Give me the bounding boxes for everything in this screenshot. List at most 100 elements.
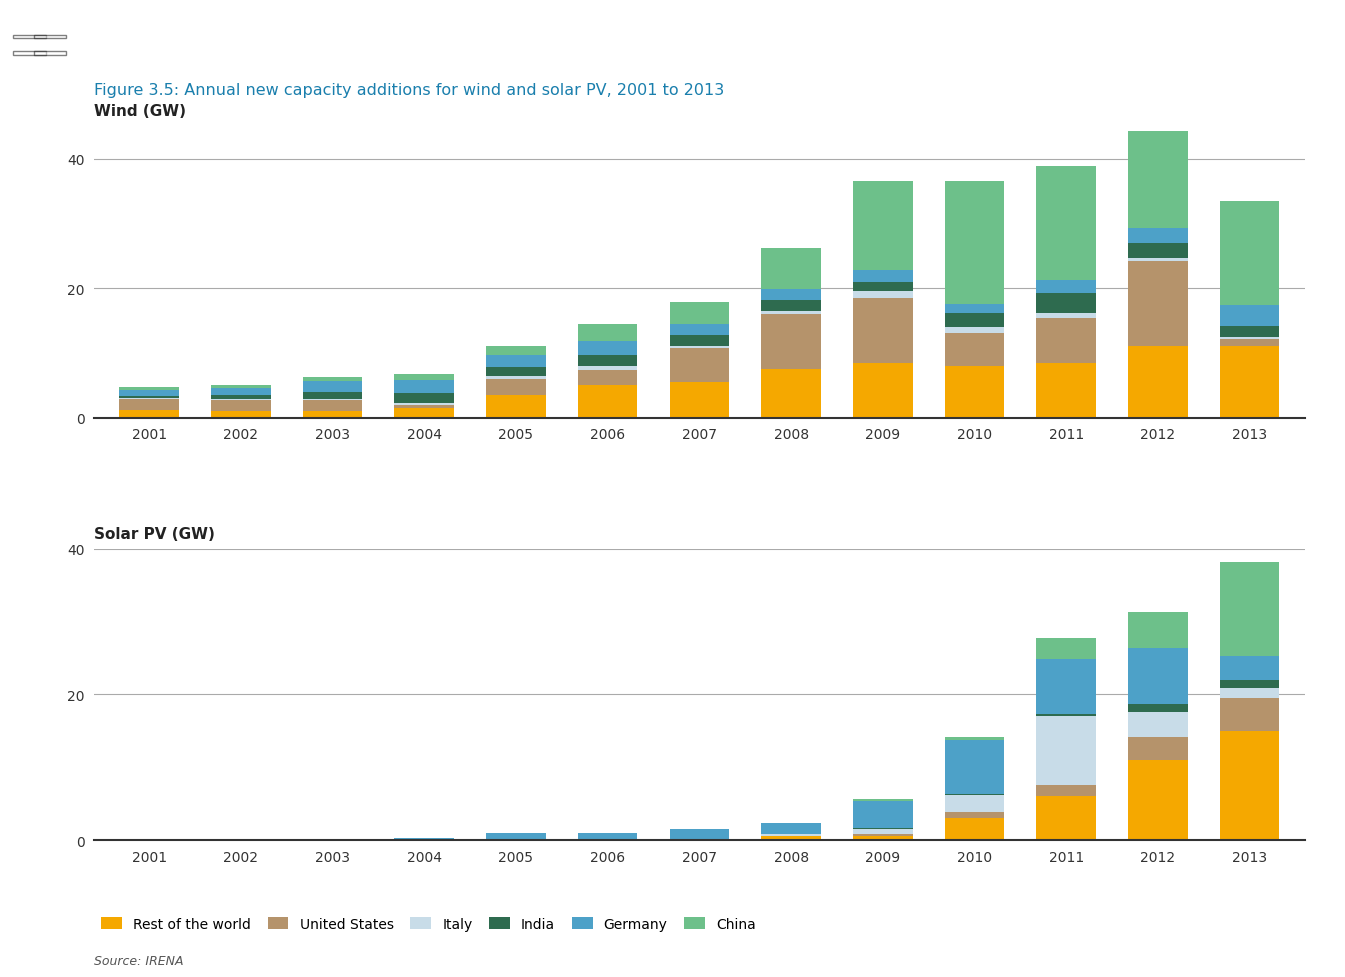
Bar [944,812,1005,819]
Bar [394,404,455,405]
FancyBboxPatch shape [34,36,66,39]
Bar [1037,363,1096,418]
Bar [303,378,362,382]
FancyBboxPatch shape [13,36,46,39]
Bar [944,304,1005,314]
Bar [486,367,546,377]
Bar [761,823,820,833]
Bar [394,394,455,404]
Bar [1220,337,1279,340]
Bar [1128,259,1188,262]
Bar [211,386,270,389]
Bar [1128,737,1188,760]
Bar [120,397,179,399]
Bar [1220,731,1279,840]
FancyBboxPatch shape [34,53,66,56]
Bar [670,383,729,418]
Bar [944,182,1005,304]
Bar [761,315,820,369]
Bar [394,405,455,408]
Bar [1037,716,1096,785]
Bar [211,396,270,400]
Bar [394,837,455,840]
Bar [303,411,362,418]
Bar [211,411,270,418]
Bar [578,342,638,356]
Bar [303,392,362,400]
Bar [670,829,729,839]
Bar [944,741,1005,794]
Text: Source: IRENA: Source: IRENA [94,955,184,967]
Bar [1037,638,1096,659]
Bar [1128,229,1188,244]
Bar [578,370,638,386]
Bar [1128,712,1188,737]
Bar [1037,319,1096,363]
Bar [670,302,729,325]
Text: IRENA: IRENA [1184,23,1260,43]
Bar [394,408,455,418]
Bar [1220,680,1279,688]
Bar [670,346,729,349]
Text: Figure 3.5: Annual new capacity additions for wind and solar PV, 2001 to 2013: Figure 3.5: Annual new capacity addition… [94,83,725,98]
Bar [853,298,913,363]
Bar [761,833,820,836]
Bar [120,391,179,397]
Bar [1037,314,1096,319]
Bar [670,325,729,336]
Bar [578,833,638,839]
Bar [1128,262,1188,347]
Bar [761,836,820,840]
Bar [853,799,913,801]
Bar [1128,649,1188,704]
Bar [944,327,1005,333]
Bar [944,795,1005,812]
Text: Wind (GW): Wind (GW) [94,104,186,119]
Bar [486,833,546,839]
Bar [120,388,179,391]
Bar [1220,326,1279,337]
Bar [670,336,729,346]
Bar [944,366,1005,418]
Bar [1220,562,1279,657]
Bar [853,271,913,283]
Bar [761,300,820,312]
Bar [486,396,546,418]
Text: Solar PV (GW): Solar PV (GW) [94,526,215,541]
Legend: Rest of the world, United States, Italy, India, Germany, China: Rest of the world, United States, Italy,… [101,917,756,931]
Bar [1128,244,1188,259]
Bar [1220,657,1279,680]
Bar [761,248,820,289]
FancyBboxPatch shape [13,53,46,56]
Bar [1220,340,1279,347]
Bar [486,346,546,356]
Bar [761,289,820,300]
Bar [1037,785,1096,796]
Bar [1220,347,1279,418]
Bar [853,829,913,834]
Bar [1037,294,1096,314]
Bar [1220,201,1279,306]
Bar [1128,760,1188,840]
Bar [853,182,913,271]
Bar [211,401,270,411]
Bar [303,400,362,401]
Bar [578,386,638,418]
Text: International Renewable Energy Agency: International Renewable Energy Agency [1184,54,1345,63]
Bar [578,325,638,342]
Bar [394,375,455,381]
Bar [486,356,546,367]
Bar [1037,796,1096,840]
Bar [1037,281,1096,294]
Bar [853,836,913,840]
Text: RENEWABLE POWER GENERATION COSTS IN 2014: RENEWABLE POWER GENERATION COSTS IN 2014 [94,32,592,51]
Bar [303,401,362,411]
Bar [853,834,913,836]
Bar [486,380,546,396]
Bar [303,382,362,392]
Bar [853,363,913,418]
Bar [1128,613,1188,649]
Bar [486,377,546,380]
Bar [944,819,1005,840]
Bar [120,400,179,410]
